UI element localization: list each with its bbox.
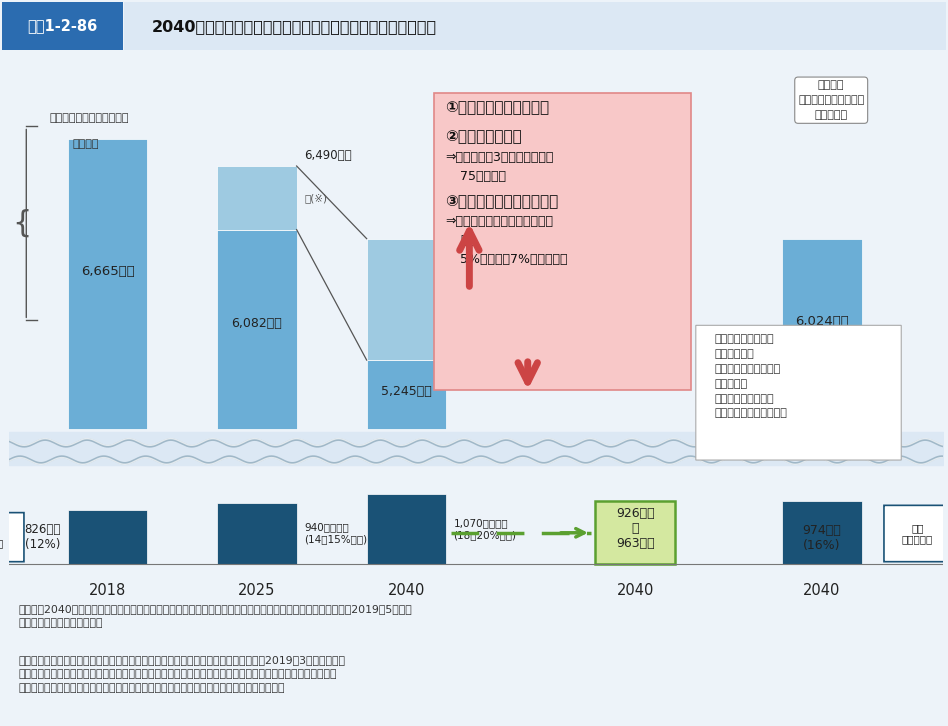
Text: 1,070万人程度
(18〜20%程度): 1,070万人程度 (18〜20%程度)	[453, 518, 517, 540]
Bar	[217, 502, 297, 564]
Text: ⇒男女ともに3年以上延伸し、: ⇒男女ともに3年以上延伸し、	[446, 151, 554, 164]
Text: 2040: 2040	[388, 583, 425, 598]
Text: {: {	[12, 209, 31, 238]
Text: 2025: 2025	[238, 583, 276, 598]
Bar	[782, 500, 862, 564]
Bar	[68, 510, 147, 564]
Text: 6,490万人: 6,490万人	[304, 150, 352, 163]
Text: 974万人
(16%): 974万人 (16%)	[803, 524, 841, 552]
FancyBboxPatch shape	[0, 513, 24, 562]
Bar	[595, 501, 675, 564]
Text: 5,245万人: 5,245万人	[381, 386, 431, 398]
FancyBboxPatch shape	[696, 325, 902, 460]
Text: （参考）
経済成長と労働参加が
進むケース: （参考） 経済成長と労働参加が 進むケース	[798, 81, 865, 120]
FancyBboxPatch shape	[884, 505, 948, 562]
Text: うち
医療・福祉: うち 医療・福祉	[0, 526, 4, 548]
Text: 6,024万人: 6,024万人	[795, 315, 848, 328]
Text: 2018: 2018	[89, 583, 126, 598]
Text: うち
医療・福祉: うち 医療・福祉	[902, 523, 933, 544]
Bar	[217, 166, 297, 229]
Bar	[367, 239, 446, 360]
Text: 6,024万人: 6,024万人	[453, 222, 501, 235]
Text: 6,665万人: 6,665万人	[81, 265, 135, 278]
FancyBboxPatch shape	[434, 93, 691, 390]
Text: ⇒単位時間当たりのサービス提: ⇒単位時間当たりのサービス提	[446, 215, 554, 228]
Text: 2040: 2040	[803, 583, 841, 598]
Text: 6,082万人: 6,082万人	[231, 317, 283, 330]
Text: 〜(※): 〜(※)	[304, 193, 327, 203]
Text: ③医療・福祉サービス改革: ③医療・福祉サービス改革	[446, 194, 558, 208]
Bar	[367, 360, 446, 429]
Bar	[2, 2, 123, 50]
Text: 資料：「2040年を見据えた社会保障の将来見通し（議論の素材）」に基づくマンパワーシミュレーション　（2019年5月厚生
　　　労働省）を基に作成。: 資料：「2040年を見据えた社会保障の将来見通し（議論の素材）」に基づくマンパワ…	[19, 604, 412, 628]
Text: 2040年に向けた医療福祉分野の就業者数のシミュレーション: 2040年に向けた医療福祉分野の就業者数のシミュレーション	[152, 19, 437, 33]
Text: ②健康寿命の延伸: ②健康寿命の延伸	[446, 129, 522, 144]
Text: 926万人
〜
963万人: 926万人 〜 963万人	[616, 507, 654, 550]
Text: 〜(※): 〜(※)	[453, 294, 477, 304]
Text: 940万人程度
(14〜15%程度): 940万人程度 (14〜15%程度)	[304, 523, 367, 544]
Text: 5%（医師は7%）以上改善: 5%（医師は7%）以上改善	[461, 253, 568, 266]
Text: 実績・人口構造を踏まえた: 実績・人口構造を踏まえた	[49, 113, 129, 123]
Text: 図表1-2-86: 図表1-2-86	[27, 19, 98, 33]
Text: （注）　総就業者数は独立行政法人労働政策研究・研修機構「労働力需給の推計」（2019年3月）による。
　　　総就業者数のうち、下の数値は経済成長と労働参加が進ま: （注） 総就業者数は独立行政法人労働政策研究・研修機構「労働力需給の推計」（20…	[19, 655, 346, 693]
Text: 75歳以上に: 75歳以上に	[461, 171, 506, 184]
Bar	[367, 494, 446, 564]
Text: 826万人
(12%): 826万人 (12%)	[24, 523, 61, 551]
Text: 供を: 供を	[461, 234, 476, 247]
Text: 改革後に必要な就業
者数の見込み
・改革により生産性が
　向上し、
・医療・介護需要が
　一定程度低下した場合: 改革後に必要な就業 者数の見込み ・改革により生産性が 向上し、 ・医療・介護需…	[715, 335, 788, 418]
Bar	[782, 239, 862, 429]
Text: ①多様な就労・社会参加: ①多様な就労・社会参加	[446, 100, 550, 115]
Bar	[124, 2, 946, 50]
Bar	[217, 229, 297, 429]
Text: 2040: 2040	[616, 583, 654, 598]
Bar	[68, 139, 147, 429]
Text: 必要人員: 必要人員	[73, 139, 100, 149]
